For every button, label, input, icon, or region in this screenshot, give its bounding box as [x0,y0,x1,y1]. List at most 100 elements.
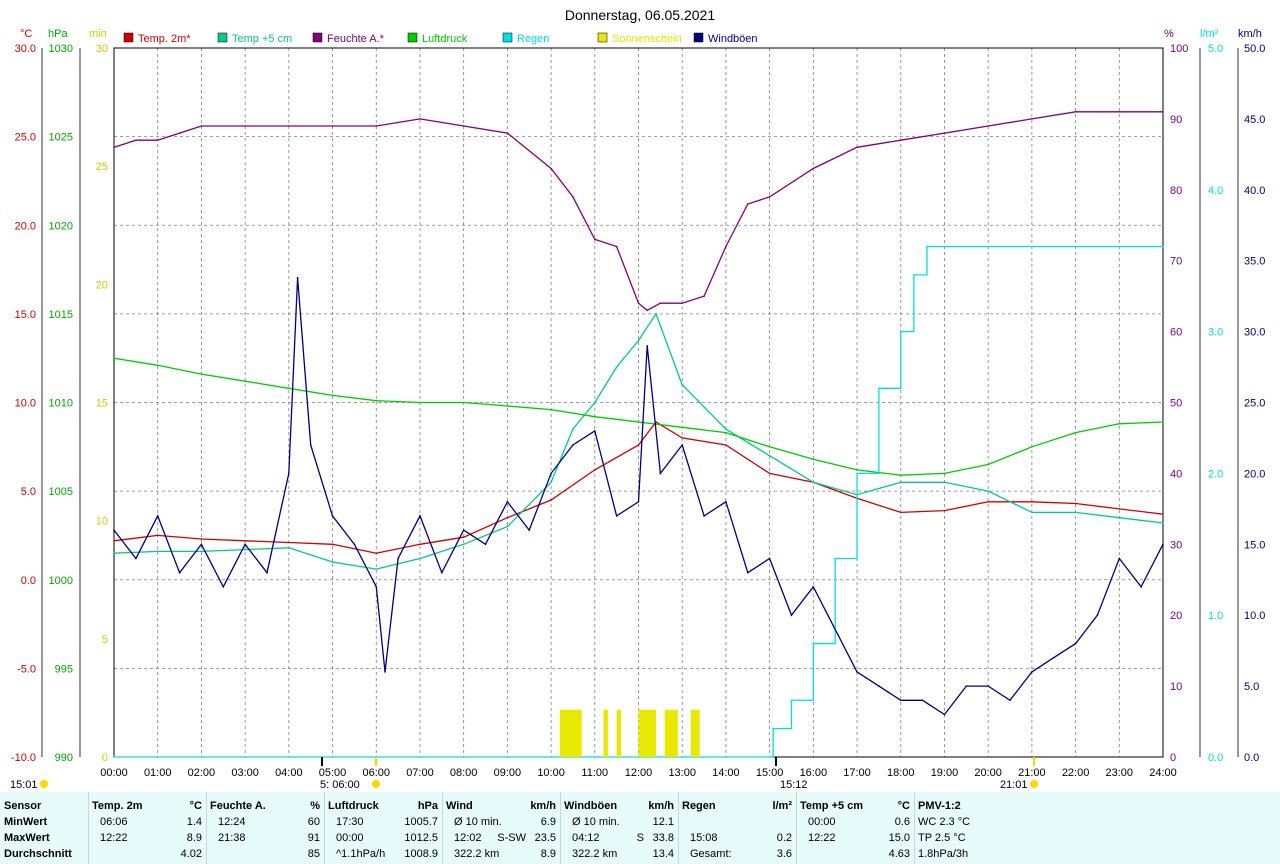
press-tick: 990 [55,752,73,764]
data-point [1031,511,1033,514]
stats-value: 91 [307,832,320,844]
data-point [856,469,858,471]
data-point [681,444,684,446]
x-tick: 07:00 [406,767,434,779]
data-point [987,463,989,466]
hum-tick: 40 [1170,468,1182,480]
press-tick: 1030 [49,43,73,55]
stats-unit: km/h [530,800,556,812]
data-point [156,550,159,553]
rain-tick: 1.0 [1208,610,1223,622]
stats-value: 6.9 [540,816,556,828]
data-point [1162,111,1164,113]
data-point [1031,671,1033,673]
data-point [331,561,334,563]
x-tick: 24:00 [1149,767,1177,779]
stats-value: 1005.7 [404,816,438,828]
data-point [419,118,421,120]
data-point [1118,557,1121,560]
x-tick: 21:00 [1018,767,1046,779]
data-point [156,515,159,517]
sunshine-bar [664,709,678,757]
sun-tick: 10 [96,516,108,528]
plot-area [113,111,1164,758]
press-tick: 1015 [49,309,73,321]
data-point [200,373,203,375]
stats-row: 12:24 60 [210,814,320,830]
data-point [725,444,727,446]
data-point [655,313,657,315]
temp-tick: -10.0 [11,752,36,764]
data-point [375,125,378,127]
data-point [384,671,386,673]
x-tick: 03:00 [231,767,259,779]
series-line [114,245,1163,758]
data-point [943,132,946,134]
stats-column: Sensor MinWert MaxWert Durchschnitt [4,792,88,864]
data-point [288,125,290,127]
data-point [550,408,552,411]
grid [113,47,1164,758]
temp-unit: °C [20,28,32,40]
temp-tick: 25.0 [15,132,36,144]
stats-time: 322.2 km [572,848,618,860]
series-line [113,312,1164,570]
sun-tick: 20 [96,279,108,291]
data-point [943,509,946,512]
data-point [244,380,246,383]
press-tick: 1000 [49,575,73,587]
stats-time: 12:02 [454,832,482,844]
data-point [987,490,989,492]
x-tick: 13:00 [668,767,696,779]
column-separator [678,792,679,864]
data-point [943,472,946,475]
data-point [856,671,858,673]
wind-tick: 20.0 [1244,468,1265,480]
stats-row: Durchschnitt [4,846,88,862]
chart-title: Donnerstag, 06.05.2021 [565,7,715,23]
data-point [113,539,115,542]
data-point [375,399,378,402]
dawn-label: 5: 06:00 [320,779,360,791]
data-point [397,557,399,560]
data-point [725,431,727,434]
temp-tick: 5.0 [21,486,36,498]
data-point [506,525,509,528]
x-tick: 08:00 [450,767,478,779]
data-point [812,481,815,484]
hum-tick: 70 [1170,256,1182,268]
data-point [1009,699,1011,702]
data-point [1140,586,1142,588]
stats-time: 00:00 [336,832,364,844]
left-axes: °C hPa min 30.0 25.0 20.0 15.0 10.0 5.0 0.0 -5.0 -1… [11,28,108,764]
stats-row: 04:12 S 33.8 [564,830,674,846]
data-point [899,330,902,333]
data-point [506,405,509,407]
wind-tick: 50.0 [1244,43,1265,55]
wind-tick: 5.0 [1244,681,1259,693]
data-point [506,500,509,503]
data-point [550,481,552,484]
data-point [135,139,137,141]
data-point [331,394,334,397]
data-point [703,515,705,517]
data-point [856,146,858,149]
data-point [506,516,509,519]
data-point [178,571,181,574]
stats-row: 17:30 1005.7 [328,814,438,830]
stats-time: 12:22 [100,832,128,844]
stats-column: Luftdruck hPa 17:30 1005.7 00:00 1012.5 ^1.1hP… [324,792,438,864]
pmv-value: WC 2.3 °C [918,816,971,828]
rain-tick: 4.0 [1208,185,1223,197]
data-point [926,245,928,248]
rain-unit: l/m² [1200,28,1219,40]
data-point [419,515,421,517]
data-point [593,401,596,404]
x-tick: 22:00 [1062,767,1090,779]
stats-time: 12:22 [808,832,836,844]
stats-time: 04:12 [572,832,600,844]
stats-header-row: Wind km/h [446,798,556,814]
stats-time: 15:08 [690,832,718,844]
temp-tick: 0.0 [21,575,36,587]
column-separator [442,792,443,864]
